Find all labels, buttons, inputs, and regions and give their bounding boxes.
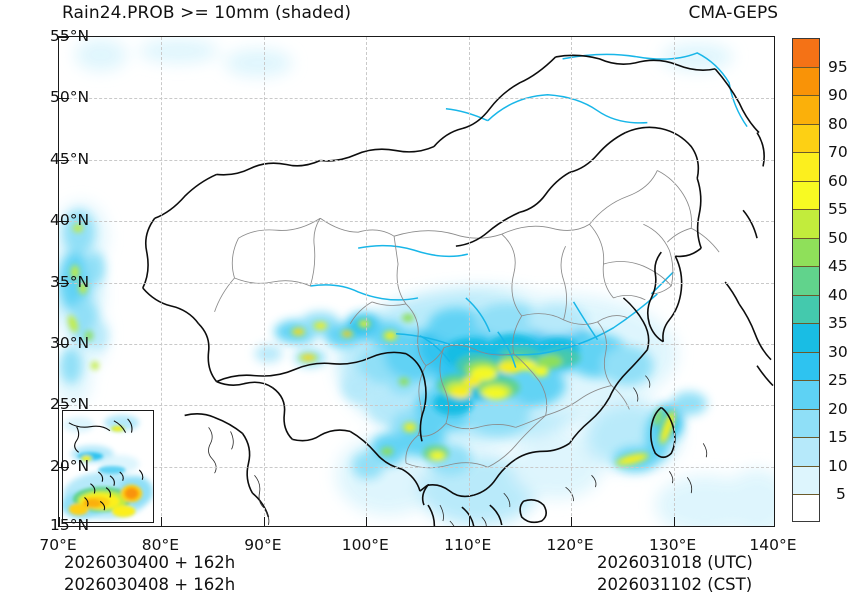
gridline-horizontal (59, 98, 774, 100)
x-axis-tick (673, 517, 675, 526)
y-axis-tick (59, 37, 69, 38)
x-axis-tick (161, 517, 163, 526)
colorbar[interactable] (792, 38, 820, 522)
colorbar-segment (793, 181, 819, 210)
y-axis-tick (59, 159, 69, 161)
x-axis-tick (59, 517, 60, 526)
x-axis-tick (774, 517, 775, 527)
x-axis-label-90e: 90°E (244, 536, 282, 554)
gridline-horizontal (59, 466, 774, 468)
national-borders (142, 54, 774, 526)
colorbar-label-50: 50 (828, 228, 848, 247)
map-plot-area[interactable] (58, 36, 775, 527)
colorbar-label-30: 30 (828, 342, 848, 361)
colorbar-segment (793, 39, 819, 68)
x-axis-label-80e: 80°E (141, 536, 180, 554)
colorbar-segment (793, 67, 819, 96)
gridline-vertical (161, 37, 163, 526)
colorbar-segment (793, 153, 819, 182)
gridline-vertical (468, 37, 470, 526)
y-axis-tick (59, 98, 69, 100)
y-axis-tick (59, 466, 69, 468)
valid-time-cst: 2026031102 (CST) (597, 575, 753, 594)
colorbar-segment (793, 124, 819, 153)
x-axis-tick (366, 517, 368, 526)
colorbar-segment (793, 352, 819, 381)
colorbar-label-40: 40 (828, 285, 848, 304)
gridline-vertical (366, 37, 368, 526)
x-axis-tick (468, 517, 470, 526)
river-lines (310, 52, 748, 368)
gridline-horizontal (59, 405, 774, 407)
x-axis-label-70e: 70°E (39, 536, 77, 554)
colorbar-segment (793, 267, 819, 296)
colorbar-label-20: 20 (828, 399, 848, 418)
colorbar-label-95: 95 (828, 57, 848, 76)
colorbar-segment (793, 495, 819, 521)
x-axis-label-140e: 140°E (749, 536, 797, 554)
x-axis-label-130e: 130°E (649, 536, 697, 554)
colorbar-label-15: 15 (828, 428, 848, 446)
inset-map-south-china-sea[interactable] (62, 410, 154, 523)
colorbar-label-55: 55 (828, 200, 848, 218)
init-time-cst: 2026030408 + 162h (64, 575, 236, 594)
x-axis-tick (571, 517, 573, 526)
gridline-horizontal (59, 282, 774, 284)
colorbar-label-10: 10 (828, 456, 848, 475)
gridline-horizontal (59, 221, 774, 223)
model-label: CMA-GEPS (688, 3, 778, 23)
colorbar-label-5: 5 (836, 485, 846, 503)
colorbar-segment (793, 96, 819, 125)
colorbar-label-60: 60 (828, 171, 848, 190)
colorbar-segment (793, 295, 819, 324)
map-graphic (59, 38, 774, 526)
inset-shading-high (68, 425, 143, 518)
x-axis-label-100e: 100°E (341, 536, 389, 554)
gridline-horizontal (59, 159, 774, 161)
y-axis-tick (59, 343, 69, 345)
colorbar-segment (793, 324, 819, 353)
colorbar-segment (793, 409, 819, 438)
inset-coastline (68, 418, 144, 511)
colorbar-label-25: 25 (828, 371, 848, 389)
gridline-horizontal (59, 343, 774, 345)
colorbar-segment (793, 466, 819, 495)
gridline-vertical (571, 37, 573, 526)
gridline-vertical (263, 37, 265, 526)
y-axis-tick (59, 282, 69, 284)
y-axis-tick (59, 405, 69, 407)
colorbar-label-80: 80 (828, 114, 848, 133)
colorbar-segment (793, 381, 819, 410)
init-time-utc: 2026030400 + 162h (64, 553, 236, 572)
page-title: Rain24.PROB >= 10mm (shaded) (62, 3, 352, 23)
colorbar-label-70: 70 (828, 143, 848, 161)
shading-layer-high (68, 224, 676, 466)
province-borders (214, 170, 720, 469)
gridline-vertical (673, 37, 675, 526)
x-axis-tick (263, 517, 265, 526)
colorbar-label-90: 90 (828, 86, 848, 104)
y-axis-tick (59, 221, 69, 223)
colorbar-segment (793, 438, 819, 467)
colorbar-segment (793, 238, 819, 267)
colorbar-segment (793, 210, 819, 239)
x-axis-label-120e: 120°E (546, 536, 594, 554)
valid-time-utc: 2026031018 (UTC) (597, 553, 753, 572)
x-axis-label-110e: 110°E (444, 536, 492, 554)
colorbar-label-45: 45 (828, 257, 848, 275)
inset-graphic (63, 414, 153, 520)
colorbar-label-35: 35 (828, 314, 848, 332)
map-canvas (59, 37, 774, 526)
